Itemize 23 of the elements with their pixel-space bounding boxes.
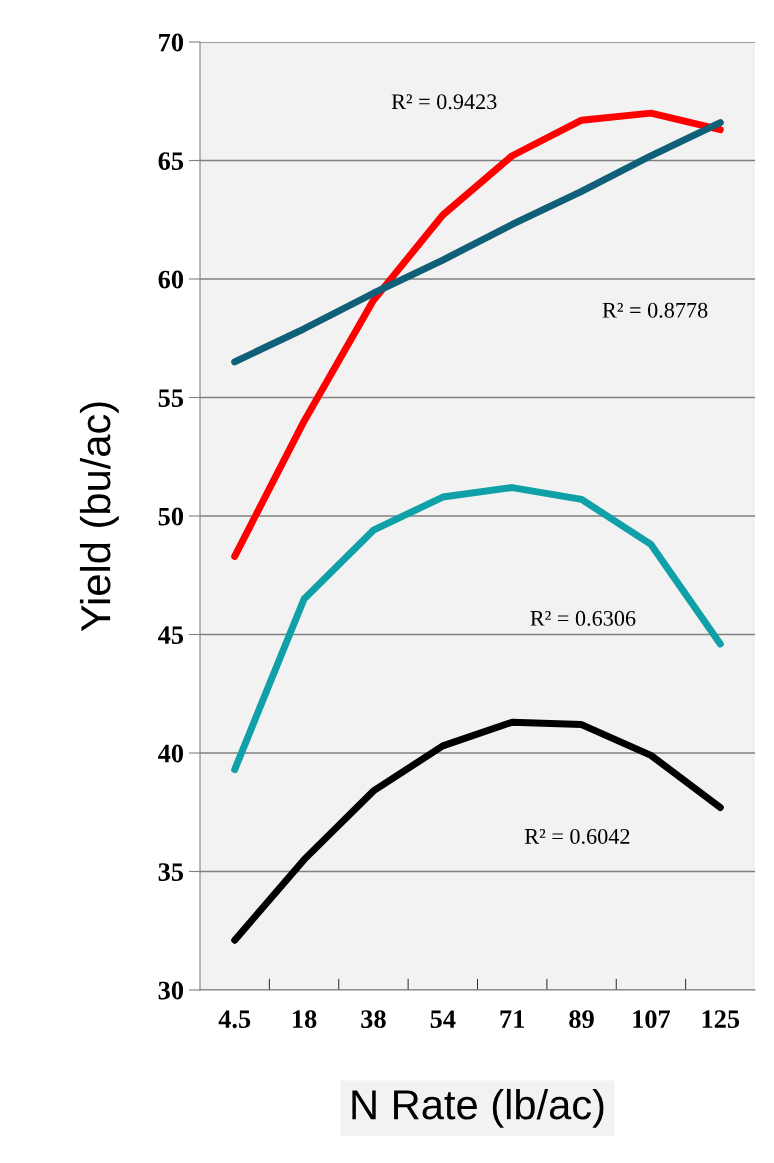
- y-tick-label: 60: [158, 270, 184, 289]
- x-tick-label: 18: [292, 1010, 317, 1029]
- y-tick-label: 70: [159, 33, 184, 52]
- x-tick-label: 71: [500, 1010, 525, 1028]
- annotation: R² = 0.9423: [391, 94, 497, 110]
- x-tick-label: 38: [361, 1010, 386, 1029]
- y-tick-label: 45: [158, 626, 184, 644]
- x-tick-label: 107: [633, 1010, 671, 1029]
- y-tick-label: 50: [158, 507, 184, 526]
- x-tick-label: 54: [430, 1010, 456, 1029]
- x-tick-label: 125: [702, 1010, 740, 1029]
- annotation: R² = 0.6306: [530, 610, 636, 626]
- annotation: R² = 0.8778: [602, 302, 708, 318]
- y-tick-label: 35: [158, 863, 184, 881]
- x-tick-label: 89: [569, 1010, 594, 1029]
- x-axis-title: N Rate (lb/ac): [352, 1088, 604, 1128]
- y-tick-label: 30: [158, 981, 184, 1000]
- x-tick-label: 4.5: [218, 1010, 251, 1029]
- y-tick-label: 65: [158, 152, 184, 170]
- y-axis-title: Yield (bu/ac): [79, 402, 119, 632]
- annotation: R² = 0.6042: [524, 828, 630, 844]
- y-tick-label: 40: [158, 744, 184, 763]
- y-tick-label: 55: [158, 389, 184, 407]
